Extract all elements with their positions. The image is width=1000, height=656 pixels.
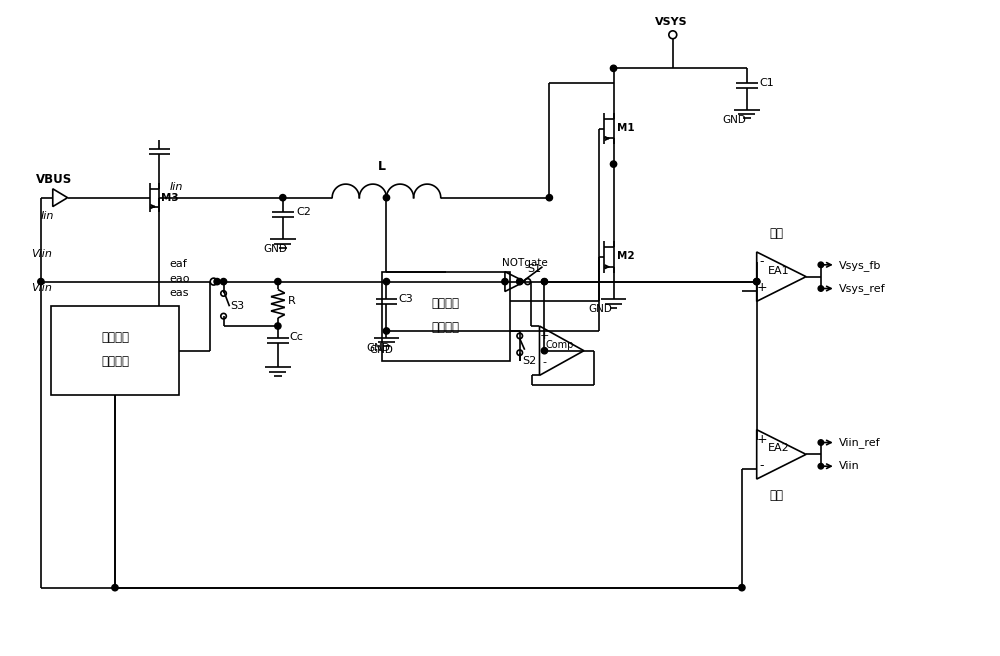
Circle shape <box>502 278 508 285</box>
Circle shape <box>517 278 523 285</box>
Circle shape <box>754 278 760 285</box>
Text: 采样电路: 采样电路 <box>101 355 129 368</box>
Text: VSYS: VSYS <box>655 17 688 27</box>
Bar <box>382 272 510 361</box>
Text: Viin: Viin <box>839 461 859 471</box>
Text: Iin: Iin <box>41 211 54 221</box>
Text: Cc: Cc <box>290 333 304 342</box>
Text: M2: M2 <box>617 251 635 261</box>
Circle shape <box>818 440 824 445</box>
Text: GND: GND <box>722 115 746 125</box>
Text: S3: S3 <box>230 301 245 311</box>
Circle shape <box>541 348 548 354</box>
Circle shape <box>610 65 617 72</box>
Text: C1: C1 <box>760 77 774 88</box>
Text: Viin: Viin <box>31 249 52 259</box>
Circle shape <box>754 278 760 285</box>
Circle shape <box>214 278 220 285</box>
Circle shape <box>818 463 824 469</box>
Circle shape <box>383 278 390 285</box>
Text: Viin_ref: Viin_ref <box>839 438 880 449</box>
Text: Comp: Comp <box>545 340 573 350</box>
Text: C2: C2 <box>297 207 311 217</box>
Text: +: + <box>756 281 767 295</box>
Circle shape <box>275 278 281 285</box>
Text: GND: GND <box>263 244 287 254</box>
Circle shape <box>383 195 390 201</box>
Text: -: - <box>542 358 546 367</box>
Text: Vsys_ref: Vsys_ref <box>839 283 885 295</box>
Circle shape <box>112 584 118 591</box>
Text: 控制电路: 控制电路 <box>432 321 460 333</box>
Text: S2: S2 <box>523 356 537 365</box>
Circle shape <box>546 195 553 201</box>
Text: eaf: eaf <box>169 258 187 269</box>
Text: NOTgate: NOTgate <box>502 258 548 268</box>
Text: -: - <box>759 459 764 472</box>
Text: M1: M1 <box>617 123 635 133</box>
Text: Iin: Iin <box>169 182 183 192</box>
Text: R: R <box>288 296 295 306</box>
Circle shape <box>275 323 281 329</box>
Text: S1: S1 <box>527 264 541 274</box>
Text: M3: M3 <box>161 193 179 203</box>
Text: GND: GND <box>370 344 393 355</box>
Circle shape <box>739 584 745 591</box>
Bar <box>51 306 179 395</box>
Text: VBUS: VBUS <box>36 173 72 186</box>
Text: EA1: EA1 <box>768 266 789 276</box>
Text: 峰値限流: 峰値限流 <box>432 297 460 310</box>
Text: GND: GND <box>589 304 613 314</box>
Circle shape <box>818 262 824 268</box>
Circle shape <box>280 195 286 201</box>
Text: +: + <box>756 432 767 445</box>
Circle shape <box>818 286 824 291</box>
Circle shape <box>541 278 548 285</box>
Text: 快环: 快环 <box>769 227 783 240</box>
Circle shape <box>610 161 617 167</box>
Text: Viin: Viin <box>31 283 52 293</box>
Text: eas: eas <box>169 289 189 298</box>
Text: C3: C3 <box>398 294 413 304</box>
Text: +: + <box>540 331 549 341</box>
Text: EA2: EA2 <box>768 443 789 453</box>
Circle shape <box>38 278 44 285</box>
Text: -: - <box>759 255 764 268</box>
Text: Vsys_fb: Vsys_fb <box>839 260 881 271</box>
Text: 输入电流: 输入电流 <box>101 331 129 344</box>
Text: eao: eao <box>169 274 190 283</box>
Text: L: L <box>378 160 386 173</box>
Circle shape <box>220 278 227 285</box>
Circle shape <box>383 328 390 334</box>
Text: GND: GND <box>367 342 391 353</box>
Text: 慢环: 慢环 <box>769 489 783 502</box>
